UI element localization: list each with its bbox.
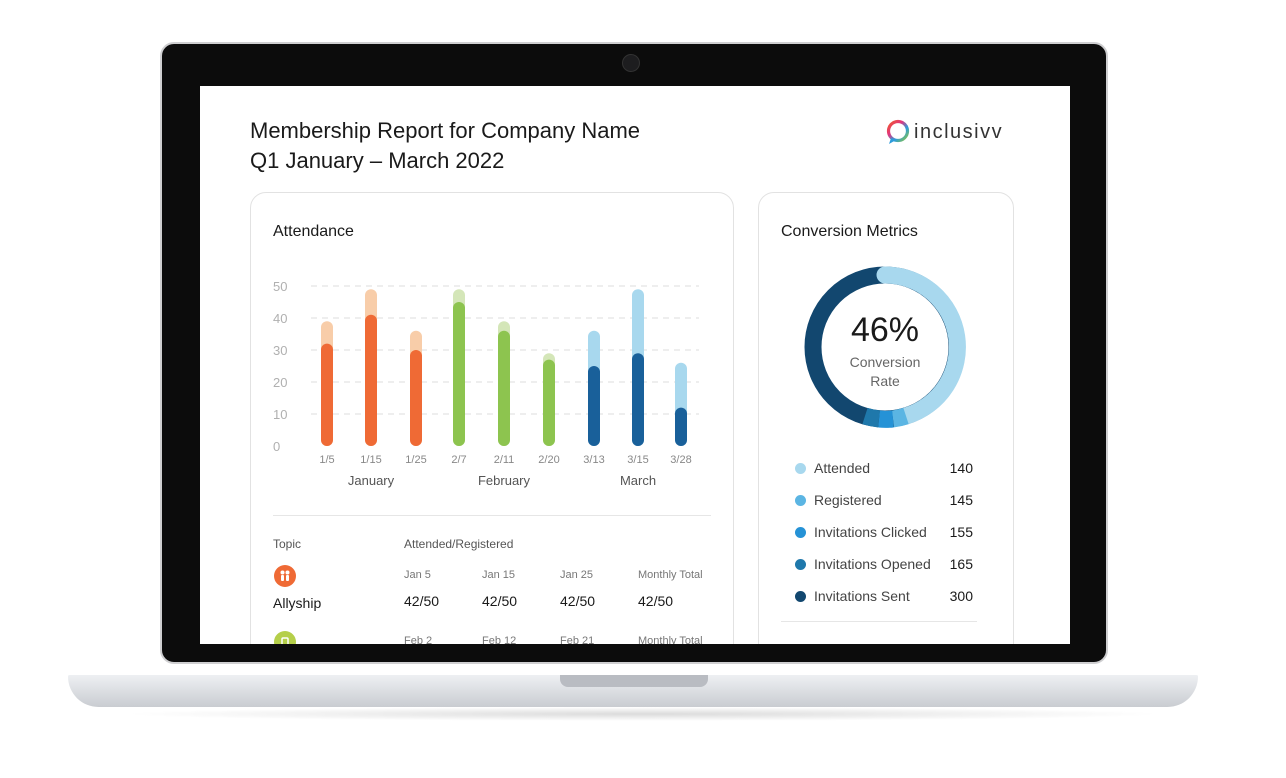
- legend-value: 165: [949, 556, 973, 572]
- badge-icon: [274, 631, 296, 644]
- legend-label: Registered: [814, 492, 882, 508]
- bar-attended: [365, 314, 377, 446]
- legend-dot: [795, 495, 806, 506]
- legend-dot: [795, 527, 806, 538]
- row2-date-2: Feb 12: [482, 635, 517, 644]
- laptop-notch: [560, 675, 708, 687]
- y-tick-label: 20: [273, 375, 287, 390]
- legend-value: 155: [949, 524, 973, 540]
- row1-value-3: 42/50: [560, 593, 596, 609]
- report-subtitle: Q1 January – March 2022: [250, 148, 505, 173]
- legend-dot: [795, 463, 806, 474]
- logo-text: inclusivv: [914, 120, 1004, 143]
- conversion-rate-value: 46%: [850, 311, 920, 349]
- row1-date-total: Monthly Total: [638, 569, 703, 581]
- row1-value-total: 42/50: [638, 593, 674, 609]
- row1-date-1: Jan 5: [404, 569, 431, 581]
- attendance-chart: 50 40 30 20 10 0 1/5 1/15 1/25 2/7 2/11 2/20 3/13 3/…: [273, 279, 699, 488]
- x-tick-label: 2/11: [494, 454, 515, 466]
- legend-divider: [781, 621, 977, 622]
- x-tick-label: 3/15: [627, 454, 648, 466]
- topic-header: Topic: [273, 537, 302, 551]
- legend-attended: Attended 140: [795, 459, 995, 479]
- legend-value: 145: [949, 492, 973, 508]
- ratio-header: Attended/Registered: [404, 537, 514, 551]
- legend-value: 300: [949, 588, 973, 604]
- x-tick-label: 2/7: [451, 454, 466, 466]
- bar-attended: [453, 302, 465, 446]
- bar-attended: [675, 407, 687, 446]
- row1-value-2: 42/50: [482, 593, 518, 609]
- laptop-shadow: [120, 707, 1166, 721]
- logo: inclusivv: [884, 118, 1003, 146]
- people-icon: [274, 565, 296, 587]
- legend-invitations-opened: Invitations Opened 165: [795, 555, 995, 575]
- legend-dot: [795, 591, 806, 602]
- x-tick-label: 1/15: [360, 454, 381, 466]
- y-tick-label: 50: [273, 279, 287, 294]
- legend-value: 140: [949, 460, 973, 476]
- table-divider: [273, 515, 711, 516]
- month-label: February: [478, 473, 531, 488]
- x-tick-label: 3/13: [583, 454, 604, 466]
- month-label: March: [620, 473, 656, 488]
- attendance-title: Attendance: [273, 223, 354, 240]
- conversion-donut: [804, 266, 966, 428]
- row1-value-1: 42/50: [404, 593, 440, 609]
- bar-attended: [498, 330, 510, 446]
- legend-label: Invitations Sent: [814, 588, 910, 604]
- month-label: January: [348, 473, 395, 488]
- conversion-rate-label-2: Rate: [870, 373, 900, 389]
- row2-date-1: Feb 2: [404, 635, 433, 644]
- legend-label: Invitations Opened: [814, 556, 931, 572]
- x-tick-label: 1/25: [405, 454, 426, 466]
- x-tick-label: 1/5: [319, 454, 334, 466]
- legend-dot: [795, 559, 806, 570]
- row1-date-2: Jan 15: [482, 569, 516, 581]
- bar-attended: [410, 350, 422, 446]
- legend-registered: Registered 145: [795, 491, 995, 511]
- bar-attended: [632, 353, 644, 446]
- legend-label: Invitations Clicked: [814, 524, 927, 540]
- bar-attended: [321, 343, 333, 446]
- conversion-rate-label: Conversion Rate: [803, 353, 967, 391]
- row2-date-total: Monthly Total: [638, 635, 703, 644]
- bar-attended: [543, 359, 555, 446]
- y-tick-label: 40: [273, 311, 287, 326]
- y-tick-label: 30: [273, 343, 287, 358]
- conversion-title: Conversion Metrics: [781, 223, 918, 240]
- conversion-rate-label-1: Conversion: [849, 354, 921, 370]
- y-tick-label: 0: [273, 439, 280, 454]
- row2-date-3: Feb 21: [560, 635, 595, 644]
- legend-label: Attended: [814, 460, 871, 476]
- camera-icon: [622, 54, 640, 72]
- screen: Membership Report for Company Name Q1 Ja…: [200, 86, 1070, 644]
- legend-invitations-sent: Invitations Sent 300: [795, 587, 995, 607]
- x-tick-label: 2/20: [538, 454, 559, 466]
- x-tick-label: 3/28: [670, 454, 691, 466]
- conversion-card: Conversion Metrics 46% Conversion Rate A…: [758, 192, 1014, 644]
- bar-attended: [588, 366, 600, 446]
- report-title: Membership Report for Company Name: [250, 118, 641, 143]
- logo-bubble-icon: [886, 119, 910, 144]
- row1-date-3: Jan 25: [560, 569, 594, 581]
- topic-allyship: Allyship: [273, 595, 322, 611]
- attendance-card: Attendance 50 40 30 20 10 0 1/5 1/15 1/25 2/7 2/1…: [250, 192, 734, 644]
- y-tick-label: 10: [273, 407, 287, 422]
- legend-invitations-clicked: Invitations Clicked 155: [795, 523, 995, 543]
